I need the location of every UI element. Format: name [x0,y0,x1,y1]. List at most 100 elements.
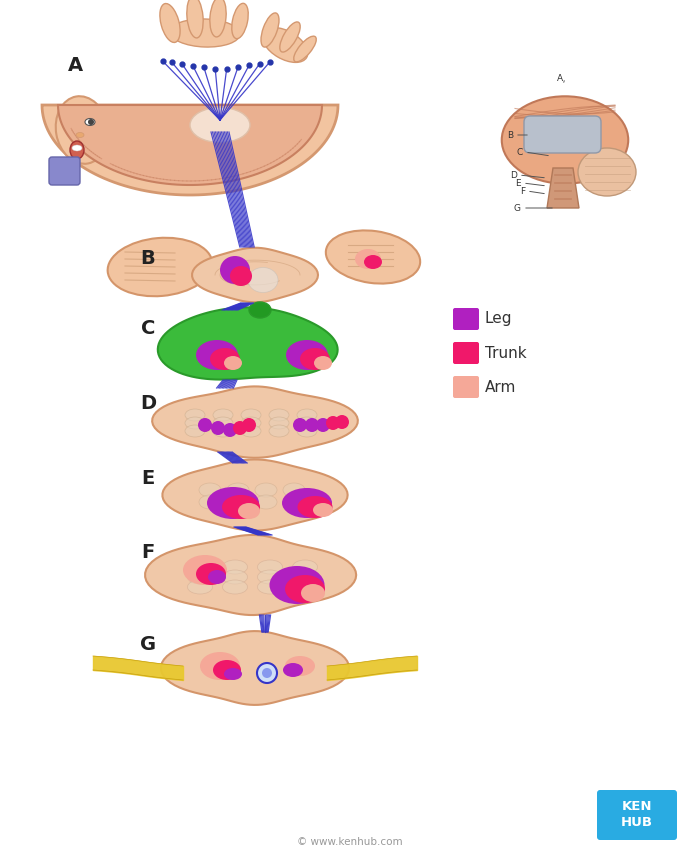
Text: Trunk: Trunk [485,345,526,360]
Ellipse shape [293,580,318,594]
FancyBboxPatch shape [597,790,677,840]
Ellipse shape [187,0,203,38]
Ellipse shape [185,425,205,437]
Ellipse shape [183,555,227,585]
Ellipse shape [301,584,325,602]
Ellipse shape [269,417,289,429]
Ellipse shape [269,566,325,604]
Text: KEN
HUB: KEN HUB [621,801,653,830]
Text: E: E [515,178,521,188]
Ellipse shape [241,425,261,437]
Text: D: D [140,394,156,412]
Circle shape [316,418,330,432]
Text: G: G [514,203,521,212]
Ellipse shape [230,266,252,286]
Polygon shape [58,105,322,185]
Polygon shape [145,535,356,615]
Circle shape [293,418,307,432]
Ellipse shape [210,348,240,370]
Ellipse shape [213,409,233,421]
Ellipse shape [502,96,628,184]
Ellipse shape [297,417,317,429]
Ellipse shape [187,570,212,584]
Ellipse shape [85,118,95,126]
Ellipse shape [263,27,308,62]
Ellipse shape [283,663,303,677]
Ellipse shape [222,495,260,519]
Ellipse shape [224,668,242,680]
Text: A: A [68,55,83,75]
Circle shape [326,416,340,430]
Ellipse shape [280,22,300,52]
Text: Leg: Leg [485,311,513,326]
Ellipse shape [578,148,636,196]
Circle shape [211,421,225,435]
Ellipse shape [223,560,247,574]
Ellipse shape [269,425,289,437]
Circle shape [88,119,94,125]
Ellipse shape [298,496,333,518]
Ellipse shape [200,652,240,680]
Ellipse shape [199,495,221,509]
Ellipse shape [314,356,332,370]
Ellipse shape [285,575,325,603]
Ellipse shape [208,570,226,584]
Ellipse shape [223,570,247,584]
FancyBboxPatch shape [453,308,479,330]
Ellipse shape [293,560,318,574]
Ellipse shape [170,19,240,47]
Ellipse shape [258,570,282,584]
Text: A: A [557,73,563,82]
Circle shape [242,418,256,432]
Ellipse shape [224,356,242,370]
Text: © www.kenhub.com: © www.kenhub.com [297,837,403,847]
Ellipse shape [238,503,260,519]
Ellipse shape [160,3,180,42]
FancyBboxPatch shape [453,376,479,398]
Ellipse shape [187,560,212,574]
Ellipse shape [313,503,333,517]
Ellipse shape [190,107,250,143]
Ellipse shape [269,409,289,421]
Polygon shape [42,105,338,195]
Ellipse shape [297,409,317,421]
Ellipse shape [199,483,221,497]
Ellipse shape [185,409,205,421]
Ellipse shape [76,133,84,138]
Ellipse shape [255,483,277,497]
Ellipse shape [210,0,226,37]
Ellipse shape [187,580,212,594]
Polygon shape [152,387,358,458]
Ellipse shape [185,417,205,429]
Circle shape [223,423,237,437]
Ellipse shape [293,570,318,584]
FancyBboxPatch shape [49,157,80,185]
FancyBboxPatch shape [453,342,479,364]
Text: F: F [141,543,154,563]
Ellipse shape [207,487,259,519]
Circle shape [305,418,319,432]
Text: C: C [517,148,523,156]
Ellipse shape [213,417,233,429]
Text: B: B [141,248,156,268]
Polygon shape [161,631,349,705]
Ellipse shape [72,145,82,151]
Text: G: G [140,636,156,654]
Ellipse shape [283,483,305,497]
Ellipse shape [70,141,84,159]
Ellipse shape [220,256,250,284]
Ellipse shape [255,495,277,509]
Ellipse shape [232,3,248,39]
Circle shape [335,415,349,429]
Text: B: B [507,131,513,139]
Ellipse shape [297,425,317,437]
Polygon shape [163,460,348,530]
Text: Arm: Arm [485,379,516,394]
Circle shape [233,421,247,435]
Ellipse shape [355,249,381,269]
Ellipse shape [241,409,261,421]
Ellipse shape [241,417,261,429]
Ellipse shape [285,656,315,676]
Circle shape [257,663,277,683]
Ellipse shape [300,348,330,370]
